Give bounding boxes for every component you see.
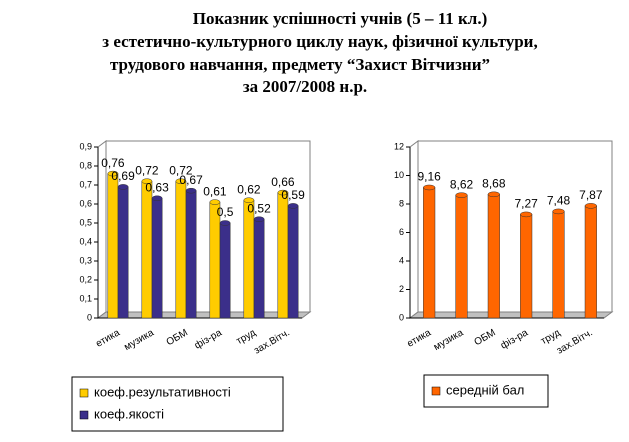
plot-floor: [408, 311, 614, 319]
value-label: 0,66: [271, 175, 295, 189]
plot-wall: [409, 140, 419, 319]
bar: [117, 186, 129, 319]
value-label: 7,87: [579, 188, 603, 202]
x-tick-label: етика: [405, 327, 433, 350]
bar-cap: [277, 189, 289, 196]
x-tick-label: зах.Вітч.: [252, 327, 292, 356]
x-tick-label: ОБМ: [165, 327, 190, 348]
legend-box: [71, 376, 284, 432]
legend-box: [423, 374, 549, 408]
x-tick-label: фіз-ра: [192, 326, 224, 351]
title-line: Показник успішності учнів (5 – 11 кл.): [193, 9, 488, 28]
x-tick-label: музика: [122, 327, 156, 353]
x-tick-label: етика: [94, 327, 122, 350]
value-label: 9,16: [417, 170, 441, 184]
value-label: 8,68: [482, 176, 506, 190]
bar-cap: [253, 216, 265, 222]
legend-label: коеф.якості: [94, 406, 164, 421]
bar-cap: [584, 203, 597, 209]
value-label: 0,63: [145, 180, 169, 194]
bar-cap: [520, 211, 533, 218]
bar-cap: [185, 187, 197, 194]
bar-cap: [219, 220, 231, 226]
bar: [277, 192, 289, 319]
bar-cap: [141, 178, 153, 184]
y-tick-label: 4: [399, 255, 404, 265]
bar-cap: [243, 197, 255, 203]
y-tick-label: 0: [87, 312, 92, 322]
y-tick-label: 0,5: [79, 217, 92, 227]
value-label: 0,5: [217, 205, 234, 219]
bar-cap: [487, 191, 500, 198]
y-tick-label: 0,6: [79, 198, 92, 208]
bar: [141, 180, 153, 319]
plot-area: [417, 140, 613, 313]
x-tick-label: зах.Вітч.: [555, 327, 595, 356]
value-label: 0,69: [111, 169, 135, 183]
bar-cap: [209, 199, 221, 205]
x-tick-label: музика: [432, 327, 466, 353]
bar: [455, 194, 468, 319]
y-tick-label: 2: [399, 284, 404, 294]
y-tick-label: 10: [394, 170, 404, 180]
title-line: за 2007/2008 н.р.: [243, 77, 367, 96]
value-label: 7,48: [547, 194, 571, 208]
value-label: 0,72: [169, 163, 193, 177]
y-tick-label: 0,4: [79, 236, 92, 246]
value-label: 0,59: [281, 188, 305, 202]
bar: [151, 198, 163, 319]
bar-cap: [151, 195, 163, 202]
y-tick-label: 0,8: [79, 160, 92, 170]
bar-cap: [287, 203, 299, 209]
value-label: 0,52: [247, 201, 271, 215]
y-tick-label: 0,2: [79, 274, 92, 284]
legend-swatch: [79, 410, 89, 420]
value-label: 0,62: [237, 182, 261, 196]
y-tick-label: 0,1: [79, 293, 92, 303]
bar-cap: [552, 208, 565, 215]
bar: [219, 222, 231, 319]
bar: [487, 194, 500, 319]
legend-swatch: [79, 388, 89, 398]
bar: [520, 214, 533, 319]
bar-cap: [117, 184, 129, 190]
x-tick-label: ОБМ: [473, 327, 498, 348]
value-label: 0,76: [101, 156, 125, 170]
bar: [584, 205, 597, 319]
value-label: 0,67: [179, 173, 203, 187]
y-tick-label: 0,3: [79, 255, 92, 265]
bar: [243, 199, 255, 319]
bar: [253, 218, 265, 319]
y-tick-label: 0,9: [79, 141, 92, 151]
bar: [175, 180, 187, 319]
title-line: трудового навчання, предмету “Захист Віт…: [110, 55, 490, 74]
y-tick-label: 6: [399, 227, 404, 237]
bar: [185, 190, 197, 319]
legend-label: середній бал: [446, 382, 524, 397]
bar: [552, 211, 565, 319]
y-tick-label: 12: [394, 141, 404, 151]
bar-cap: [107, 170, 119, 177]
x-tick-label: фіз-ра: [498, 326, 530, 351]
y-tick-label: 0,7: [79, 179, 92, 189]
y-tick-label: 8: [399, 198, 404, 208]
plot-area: [105, 140, 311, 313]
bar-cap: [423, 184, 436, 191]
bar-cap: [455, 192, 468, 198]
legend-swatch: [431, 386, 441, 396]
value-label: 0,72: [135, 163, 159, 177]
bar: [423, 187, 436, 319]
value-label: 7,27: [514, 197, 538, 211]
value-label: 0,61: [203, 184, 227, 198]
value-label: 8,62: [450, 177, 474, 191]
y-tick-label: 0: [399, 312, 404, 322]
bar: [107, 173, 119, 319]
x-tick-label: труд: [235, 327, 258, 347]
bar: [209, 201, 221, 319]
legend-label: коеф.результативності: [94, 384, 231, 399]
bar: [287, 205, 299, 319]
bar-cap: [175, 178, 187, 184]
title-line: з естетично-культурного циклу наук, фізи…: [102, 32, 537, 51]
